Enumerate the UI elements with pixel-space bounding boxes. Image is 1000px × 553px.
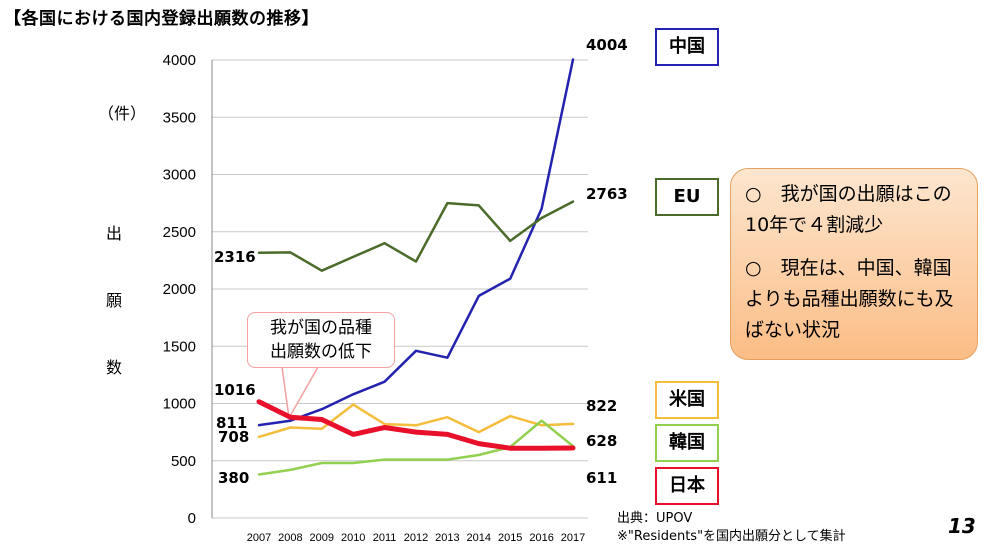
- page-number: 13: [948, 514, 976, 538]
- legend-eu: EU: [655, 178, 719, 216]
- callout-pointer: [281, 366, 319, 421]
- x-tick-label: 2015: [498, 532, 522, 544]
- legend-china: 中国: [655, 28, 719, 66]
- y-tick-label: 4000: [163, 52, 196, 69]
- y-tick-label: 2000: [163, 281, 196, 298]
- y-axis-ticks: 0 500 1000 1500 2000 2500 3000 3500 4000: [163, 52, 196, 527]
- page-title: 【各国における国内登録出願数の推移】: [4, 9, 319, 29]
- series-end-label: 4004: [586, 36, 628, 54]
- series-end-label: 2763: [586, 185, 628, 203]
- source-line-1: 出典：UPOV: [617, 511, 693, 526]
- y-axis-label-1: 出: [106, 224, 123, 243]
- x-tick-label: 2008: [278, 532, 302, 544]
- series-line-2: [257, 403, 575, 439]
- summary-note: ○ 我が国の出願はこの10年で４割減少 ○ 現在は、中国、韓国よりも品種出願数に…: [730, 168, 978, 360]
- note-point-2: ○ 現在は、中国、韓国よりも品種出願数にも及ばない状況: [745, 257, 954, 341]
- y-tick-label: 1000: [163, 396, 196, 413]
- y-axis-unit: （件）: [98, 104, 147, 123]
- gridlines: [211, 59, 588, 519]
- legend-japan: 日本: [655, 467, 719, 505]
- series-end-label: 611: [586, 469, 617, 487]
- y-tick-label: 1500: [163, 338, 196, 355]
- x-tick-label: 2014: [467, 532, 491, 544]
- callout-line-1: 我が国の品種: [270, 318, 372, 338]
- x-axis-ticks: 2007 2008 2009 2010 2011 2012 2013 2014 2015 2016…: [247, 532, 585, 544]
- series-start-label: 2316: [214, 248, 256, 266]
- series-line-1: [257, 200, 575, 272]
- source-line-2: ※"Residents"を国内出願分として集計: [617, 529, 846, 544]
- y-tick-label: 2500: [163, 224, 196, 241]
- y-tick-label: 0: [188, 510, 196, 527]
- series-end-label: 628: [586, 432, 617, 450]
- x-tick-label: 2011: [373, 532, 397, 544]
- series-start-label: 811: [216, 414, 247, 432]
- y-tick-label: 500: [171, 453, 196, 470]
- series-start-label: 708: [218, 428, 249, 446]
- series-start-label: 380: [218, 469, 249, 487]
- y-axis-label-2: 願: [106, 291, 123, 310]
- series-lines: [256, 58, 576, 476]
- legend-korea: 韓国: [655, 424, 719, 462]
- y-tick-label: 3500: [163, 109, 196, 126]
- legend-usa: 米国: [655, 381, 719, 419]
- source-note: 出典：UPOV ※"Residents"を国内出願分として集計: [617, 510, 846, 546]
- x-tick-label: 2017: [561, 532, 585, 544]
- x-tick-label: 2007: [247, 532, 271, 544]
- x-tick-label: 2016: [529, 532, 553, 544]
- x-tick-label: 2013: [435, 532, 459, 544]
- series-line-0: [257, 58, 575, 427]
- japan-decline-callout: 我が国の品種 出願数の低下: [247, 312, 395, 368]
- note-point-1: ○ 我が国の出願はこの10年で４割減少: [745, 183, 952, 236]
- series-end-label: 822: [586, 397, 617, 415]
- series-line-4: [256, 399, 576, 451]
- x-tick-label: 2012: [404, 532, 428, 544]
- series-start-label: 1016: [214, 381, 256, 399]
- x-tick-label: 2010: [341, 532, 365, 544]
- y-axis-label-3: 数: [106, 358, 123, 377]
- callout-line-2: 出願数の低下: [270, 342, 372, 362]
- y-tick-label: 3000: [163, 167, 196, 184]
- series-line-3: [257, 419, 575, 476]
- x-tick-label: 2009: [310, 532, 334, 544]
- series-value-labels: 811 4004 2316 2763 708 822 380 628 1016 611: [214, 36, 628, 487]
